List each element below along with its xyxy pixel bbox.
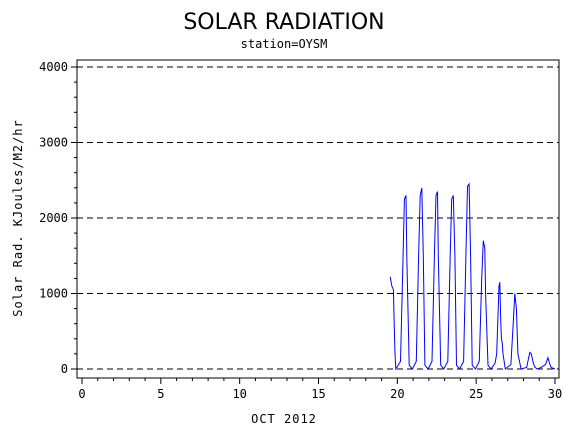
chart-title: SOLAR RADIATION <box>183 10 384 35</box>
series-layer <box>389 182 556 371</box>
x-tick-label-20: 20 <box>390 387 404 401</box>
series-line-0 <box>389 182 556 371</box>
y-tick-label-0: 0 <box>61 362 68 376</box>
y-tick-label-2000: 2000 <box>39 211 68 225</box>
x-tick-label-10: 10 <box>232 387 246 401</box>
x-axis: 0 5 10 15 20 25 30 <box>78 378 562 401</box>
y-tick-label-4000: 4000 <box>39 60 68 74</box>
x-axis-label: OCT 2012 <box>251 412 317 426</box>
x-tick-label-0: 0 <box>78 387 85 401</box>
y-tick-label-3000: 3000 <box>39 136 68 150</box>
x-tick-label-25: 25 <box>469 387 483 401</box>
gridlines <box>77 66 559 370</box>
x-tick-label-5: 5 <box>157 387 164 401</box>
y-axis-label: Solar Rad. KJoules/M2/hr <box>11 119 25 316</box>
chart-subtitle: station=OYSM <box>241 37 328 51</box>
y-axis: 0 1000 2000 3000 4000 <box>39 60 77 376</box>
x-tick-label-15: 15 <box>311 387 325 401</box>
x-tick-label-30: 30 <box>548 387 562 401</box>
y-tick-label-1000: 1000 <box>39 287 68 301</box>
